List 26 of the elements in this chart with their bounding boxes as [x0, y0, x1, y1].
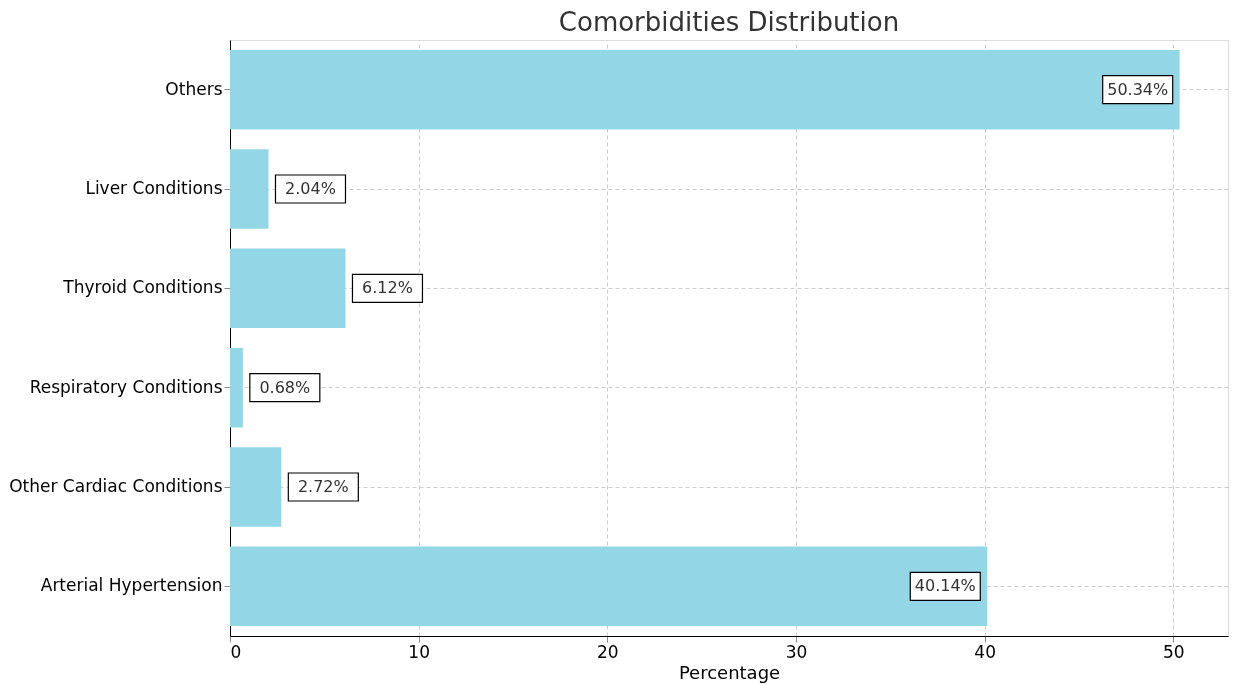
y-tick-label: Thyroid Conditions — [62, 277, 223, 298]
data-label: 2.04% — [285, 179, 336, 198]
x-axis-title: Percentage — [678, 661, 781, 683]
data-label: 50.34% — [1107, 79, 1169, 99]
y-tick-label: Arterial Hypertension — [40, 575, 223, 596]
bar — [230, 546, 988, 627]
x-tick-label: 50 — [1162, 641, 1185, 662]
y-tick-label: Other Cardiac Conditions — [9, 476, 223, 496]
data-label: 40.14% — [914, 576, 976, 596]
y-tick-label: Liver Conditions — [85, 178, 223, 198]
x-tick-label: 40 — [974, 641, 996, 662]
x-tick-label: 0 — [230, 641, 242, 662]
bar — [230, 347, 243, 428]
bar — [230, 447, 282, 527]
chart-title: Comorbidities Distribution — [558, 7, 900, 37]
bar — [230, 149, 269, 229]
y-tick-label: Respiratory Conditions — [29, 376, 223, 397]
y-tick-label: Others — [165, 78, 223, 99]
data-label: 6.12% — [362, 278, 413, 298]
x-tick-label: 20 — [597, 641, 619, 662]
bar — [230, 49, 1180, 130]
x-tick-label: 10 — [408, 641, 430, 662]
x-tick-label: 30 — [785, 641, 808, 662]
data-label: 0.68% — [259, 377, 311, 397]
bar — [230, 248, 346, 329]
data-label: 2.72% — [297, 477, 349, 496]
